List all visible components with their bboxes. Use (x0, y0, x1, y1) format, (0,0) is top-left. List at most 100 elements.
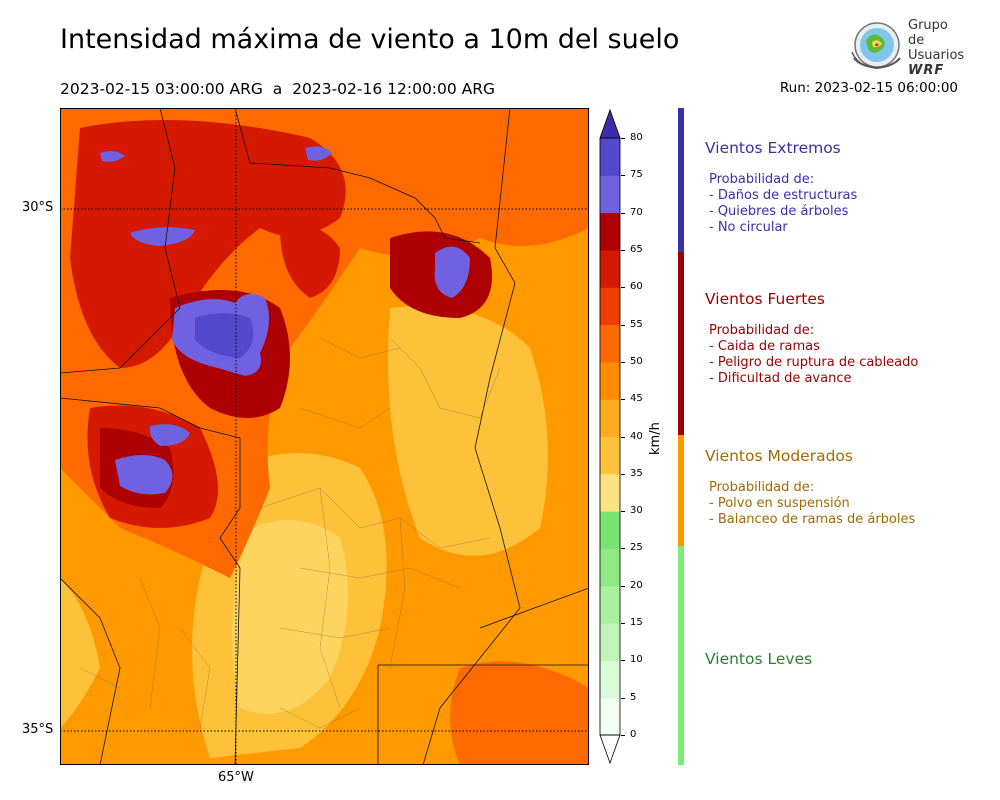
wind-field-75-center (195, 313, 254, 358)
colorbar (599, 108, 621, 765)
colorbar-tick-mark (621, 361, 625, 363)
province-borders (60, 108, 589, 765)
map-frame (60, 108, 589, 765)
legend-item-extremos-2: - Quiebres de árboles (709, 204, 849, 219)
wind-field-60-mid (280, 225, 340, 298)
logo-text: Grupo de Usuarios WRF (908, 18, 968, 78)
colorbar-tick-mark (621, 212, 625, 214)
colorbar-extend-low (599, 734, 621, 765)
colorbar-tick-label: 70 (630, 206, 643, 218)
legend-item-fuertes-2: - Peligro de ruptura de cableado (709, 355, 919, 370)
colorbar-tick-label: 30 (630, 505, 643, 517)
legend-item-fuertes-1: - Caida de ramas (709, 339, 820, 354)
colorbar-tick-mark (621, 697, 625, 699)
colorbar-segment (600, 511, 620, 549)
colorbar-tick-label: 80 (630, 132, 643, 143)
colorbar-tick-mark (621, 138, 625, 139)
colorbar-segment (600, 473, 620, 512)
colorbar-tick-label: 35 (630, 467, 643, 479)
colorbar-tick-mark (621, 548, 625, 550)
colorbar-tick-mark (621, 511, 625, 513)
legend-bar-extremos (678, 108, 684, 252)
colorbar-tick-mark (621, 249, 625, 251)
colorbar-tick-label: 55 (630, 318, 643, 330)
department-borders (79, 337, 501, 729)
colorbar-segment (600, 436, 620, 475)
colorbar-tick-mark (621, 436, 625, 438)
colorbar-tick-label: 75 (630, 169, 643, 181)
logo-line-1: Grupo de (908, 18, 948, 48)
legend-item-extremos-3: - No circular (709, 220, 788, 235)
colorbar-tick-mark (621, 623, 625, 625)
legend-title-moderados: Vientos Moderados (705, 447, 853, 465)
colorbar-tick-mark (621, 660, 625, 662)
colorbar-unit: km/h (648, 422, 663, 455)
wind-field-35-southwest (60, 578, 100, 728)
lat-label-30s: 30°S (22, 200, 54, 215)
legend-item-moderados-1: - Polvo en suspensión (709, 496, 850, 511)
colorbar-segment (600, 249, 620, 288)
globe-icon (851, 22, 901, 70)
legend-bar-fuertes (678, 252, 684, 435)
graticule (60, 108, 589, 765)
colorbar-tick-mark (621, 399, 625, 401)
wrf-logo: Grupo de Usuarios WRF (848, 18, 968, 78)
colorbar-tick-mark (621, 287, 625, 289)
colorbar-tick-mark (621, 585, 625, 587)
legend-title-extremos: Vientos Extremos (705, 139, 841, 157)
colorbar-segment (600, 361, 620, 400)
colorbar-tick-label: 40 (630, 430, 643, 442)
wind-field-50-southeast (450, 661, 589, 765)
legend-title-leves: Vientos Leves (705, 650, 813, 668)
colorbar-segment (600, 324, 620, 363)
wind-field-70-north (130, 227, 195, 246)
logo-line-2: Usuarios (908, 48, 965, 63)
colorbar-tick-mark (621, 175, 625, 177)
colorbar-segment (600, 138, 620, 176)
wind-field-70-north-3 (100, 151, 125, 162)
colorbar-segment (600, 548, 620, 587)
wind-map (60, 108, 589, 765)
wind-field-35-east (388, 306, 548, 556)
lat-label-35s: 35°S (22, 722, 54, 737)
legend-item-moderados-0: Probabilidad de: (709, 480, 815, 495)
wind-field-60-north (70, 120, 346, 368)
colorbar-outline (599, 137, 621, 736)
legend-bar-leves (678, 546, 684, 765)
legend-title-fuertes: Vientos Fuertes (705, 290, 825, 308)
colorbar-tick-mark (621, 735, 625, 736)
legend-item-fuertes-0: Probabilidad de: (709, 323, 815, 338)
run-time: Run: 2023-02-15 06:00:00 (779, 80, 958, 96)
colorbar-segment (600, 697, 620, 736)
colorbar-tick-label: 15 (630, 617, 643, 629)
colorbar-tick-label: 45 (630, 393, 643, 405)
legend-bar-moderados (678, 435, 684, 546)
colorbar-tick-mark (621, 324, 625, 326)
legend-item-extremos-1: - Daños de estructuras (709, 188, 858, 203)
colorbar-segment (600, 623, 620, 661)
colorbar-segment (600, 287, 620, 326)
wind-field-30 (232, 520, 348, 714)
colorbar-tick-label: 5 (630, 691, 637, 703)
logo-line-3: WRF (908, 63, 945, 78)
legend-item-fuertes-3: - Dificultad de avance (709, 371, 852, 386)
legend-item-moderados-2: - Balanceo de ramas de árboles (709, 512, 916, 527)
colorbar-extend-high (599, 108, 621, 139)
valid-period: 2023-02-15 03:00:00 ARG a 2023-02-16 12:… (60, 80, 496, 98)
colorbar-tick-label: 0 (630, 729, 637, 740)
colorbar-tick-label: 65 (630, 243, 643, 255)
colorbar-segment (600, 399, 620, 437)
colorbar-tick-label: 10 (630, 654, 643, 666)
colorbar-tick-label: 20 (630, 579, 643, 591)
map-title: Intensidad máxima de viento a 10m del su… (60, 24, 680, 55)
wind-field-70-west-2 (149, 424, 190, 446)
wind-field-70-north-2 (305, 146, 332, 161)
colorbar-segment (600, 175, 620, 214)
lon-label-65w: 65°W (218, 770, 254, 785)
colorbar-segment (600, 585, 620, 624)
colorbar-tick-mark (621, 473, 625, 475)
colorbar-tick-label: 25 (630, 542, 643, 554)
colorbar-tick-label: 50 (630, 355, 643, 367)
colorbar-segment (600, 212, 620, 251)
colorbar-tick-label: 60 (630, 281, 643, 293)
